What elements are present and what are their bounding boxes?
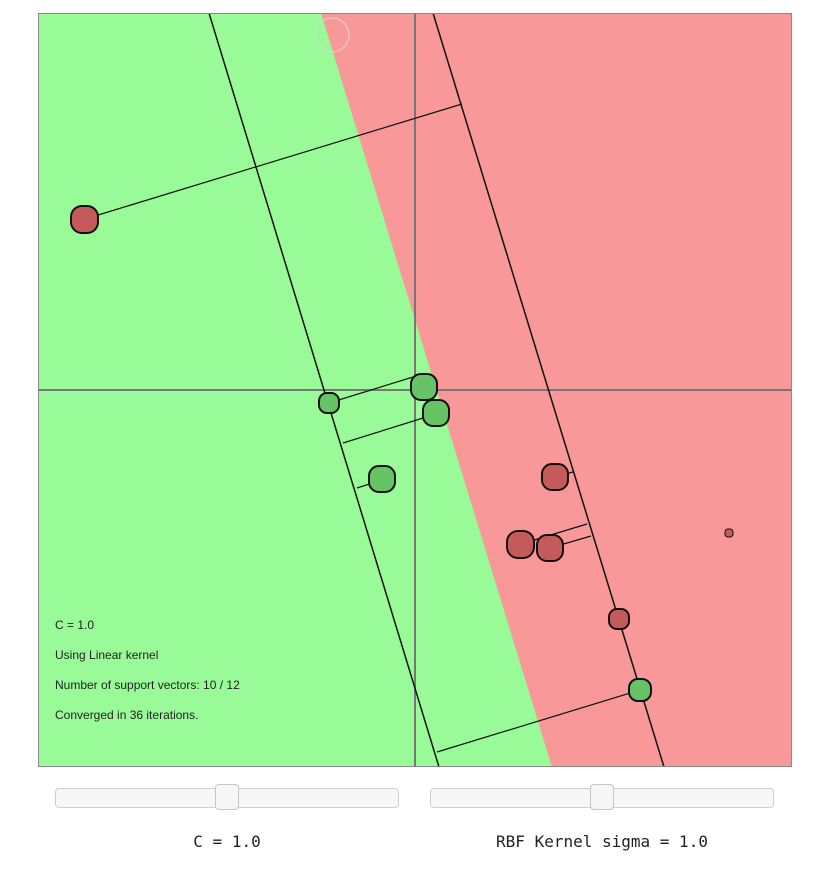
margin-line-negative [432,13,665,767]
svm-plot-area[interactable] [38,13,792,767]
data-point-negative[interactable] [536,534,564,562]
data-point-positive[interactable] [628,678,652,702]
sigma-slider-handle[interactable] [590,784,614,810]
data-point-negative[interactable] [608,608,630,630]
data-point-positive[interactable] [318,392,340,414]
distance-line [84,103,463,220]
plot-frame [38,13,792,767]
sigma-label: RBF Kernel sigma = 1.0 [496,832,708,851]
info-support-vectors: Number of support vectors: 10 / 12 [55,678,240,692]
info-converged: Converged in 36 iterations. [55,708,199,722]
data-point-positive[interactable] [368,465,396,493]
c-slider-handle[interactable] [215,784,239,810]
margin-line-positive [208,13,440,767]
distance-line [436,689,641,753]
info-c-value: C = 1.0 [55,618,95,632]
data-point-negative[interactable] [70,205,99,234]
data-point-positive[interactable] [410,373,438,401]
data-point-negative[interactable] [506,530,535,559]
ghost-point [314,17,350,53]
data-point-negative-small[interactable] [724,528,734,538]
distance-line [342,413,437,444]
svm-canvas[interactable] [38,13,792,767]
info-kernel: Using Linear kernel [55,648,159,662]
c-slider[interactable] [55,784,399,810]
distance-line [328,376,414,404]
data-point-positive[interactable] [422,399,450,427]
c-label: C = 1.0 [193,832,261,851]
sigma-slider[interactable] [430,784,774,810]
data-point-negative[interactable] [541,463,569,491]
